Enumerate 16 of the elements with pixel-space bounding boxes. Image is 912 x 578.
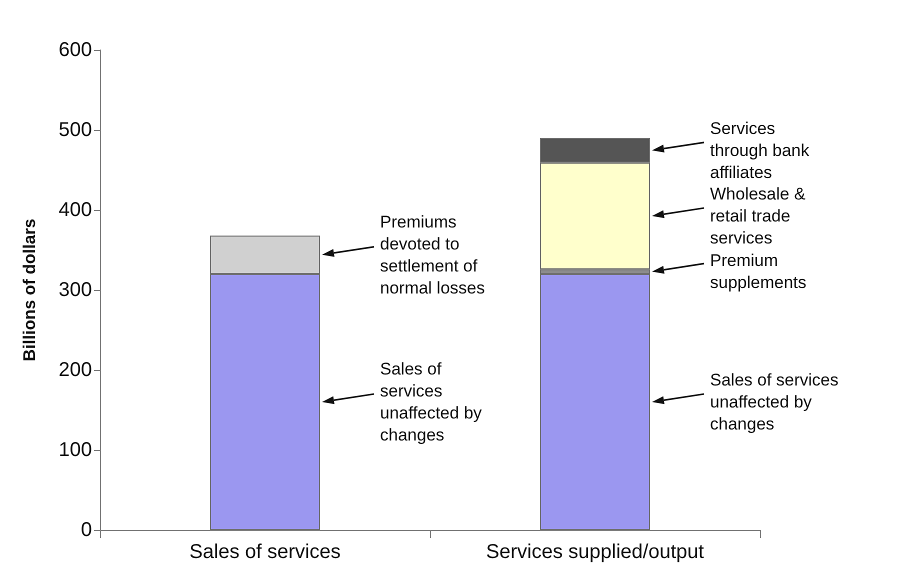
text: Premium supplements [710,251,806,292]
y-tick-label: 500 [58,119,92,141]
text: Premiums devoted to settlement of normal losses [380,212,485,298]
x-tick-label: Services supplied/output [486,541,704,563]
text: Wholesale & retail trade services [710,184,806,248]
x-tick-label: Sales of services [189,541,341,563]
text: Sales of services unaffected by changes [710,370,838,434]
y-tick-label: 100 [58,439,92,461]
y-tick-label: 600 [58,39,92,61]
text: Sales of services unaffected by changes [380,360,482,444]
y-tick-label: 400 [58,199,92,221]
y-tick-label: 200 [58,359,92,381]
y-tick-label: 0 [80,519,92,541]
y-axis-title: Billions of dollars [20,218,39,362]
text: Services through bank affiliates [710,118,810,182]
y-tick-label: 300 [58,279,92,301]
